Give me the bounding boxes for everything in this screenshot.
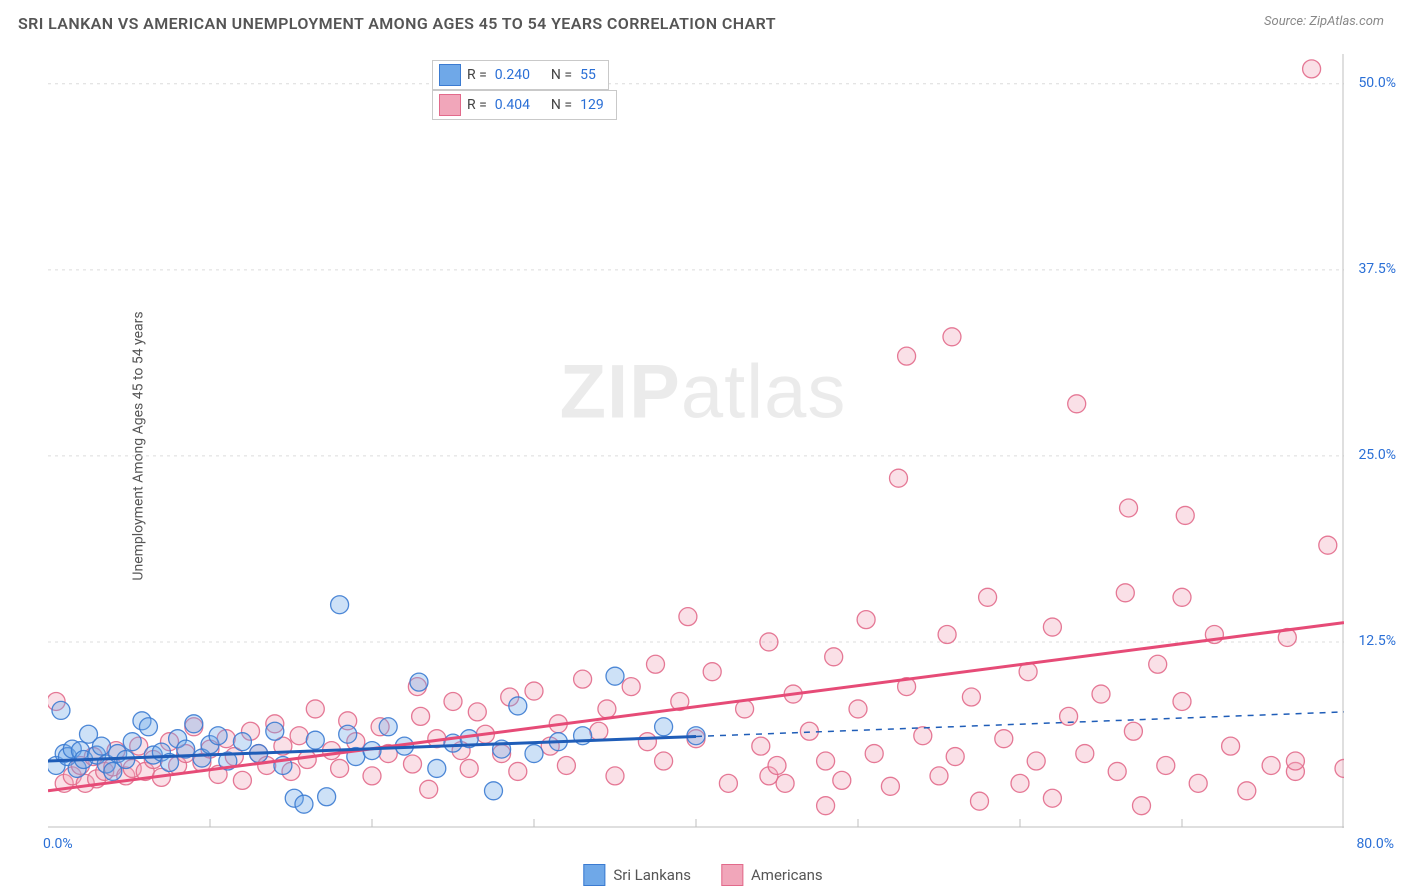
legend-stats-americans: R = 0.404 N = 129 <box>432 90 617 120</box>
scatter-plot <box>48 54 1344 828</box>
x-axis-min-label: 0.0% <box>43 836 73 852</box>
chart-title: SRI LANKAN VS AMERICAN UNEMPLOYMENT AMON… <box>18 14 776 33</box>
swatch-americans <box>439 94 461 116</box>
r-label: R = <box>467 67 487 83</box>
swatch-americans <box>721 864 743 886</box>
n-value: 129 <box>580 97 604 113</box>
x-axis-max-label: 80.0% <box>1356 836 1394 852</box>
n-value: 55 <box>580 67 596 83</box>
r-label: R = <box>467 97 487 113</box>
y-tick-label: 37.5% <box>1358 261 1396 277</box>
n-label: N = <box>551 97 572 113</box>
legend-label: Americans <box>751 866 823 884</box>
legend-item-americans: Americans <box>721 864 823 886</box>
n-label: N = <box>551 67 572 83</box>
swatch-sri-lankans <box>439 64 461 86</box>
legend-series: Sri Lankans Americans <box>583 864 822 886</box>
swatch-sri-lankans <box>583 864 605 886</box>
r-value: 0.240 <box>495 67 530 83</box>
source-label: Source: ZipAtlas.com <box>1264 14 1384 29</box>
legend-item-sri-lankans: Sri Lankans <box>583 864 691 886</box>
y-tick-label: 12.5% <box>1358 633 1396 649</box>
y-tick-label: 50.0% <box>1358 75 1396 91</box>
legend-label: Sri Lankans <box>613 866 691 884</box>
legend-stats-sri-lankans: R = 0.240 N = 55 <box>432 60 609 90</box>
y-tick-label: 25.0% <box>1358 447 1396 463</box>
r-value: 0.404 <box>495 97 530 113</box>
